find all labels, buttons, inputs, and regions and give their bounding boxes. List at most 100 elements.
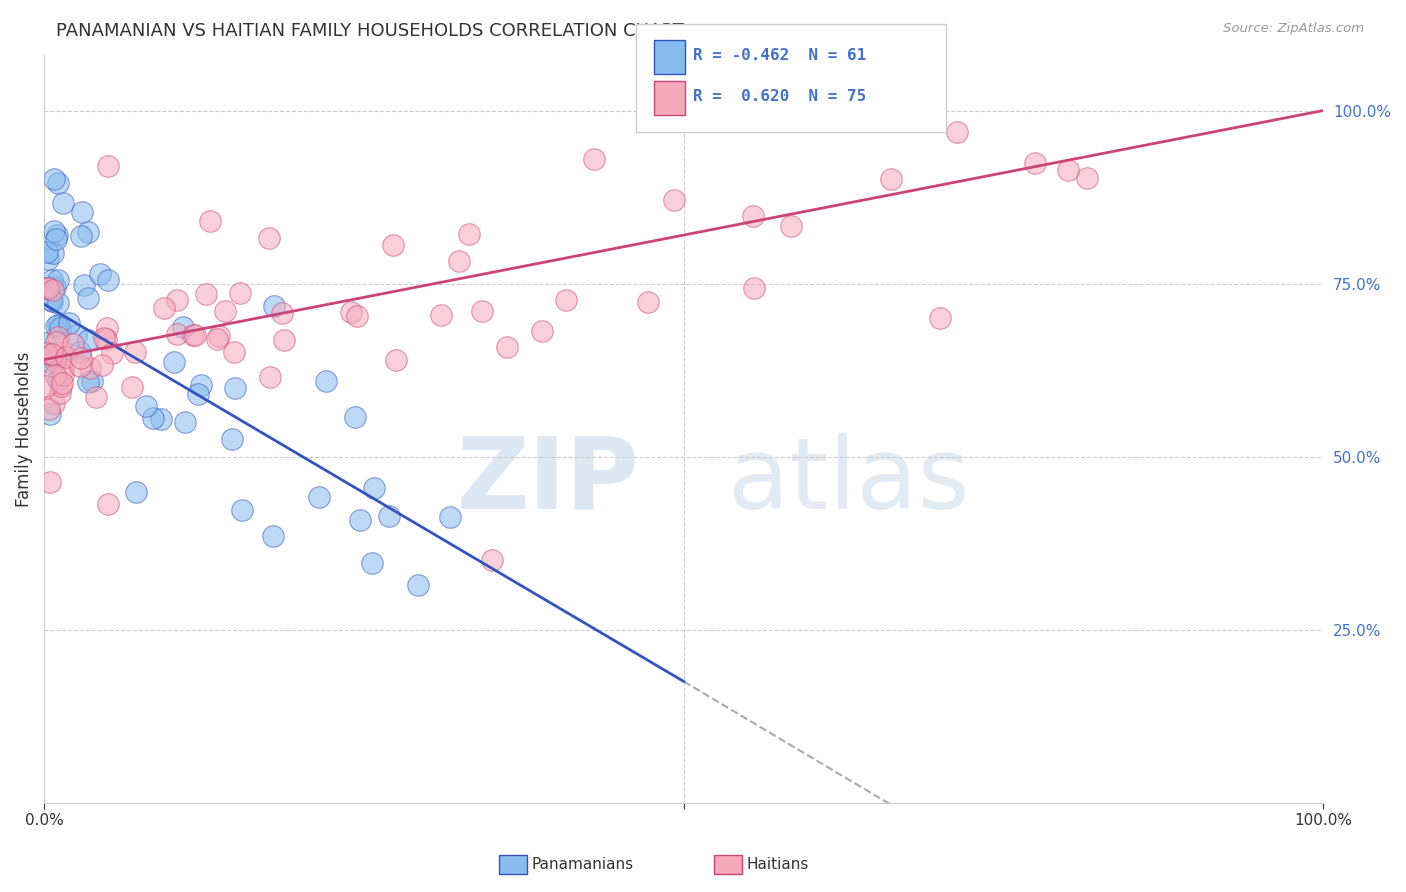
Point bbox=[228, 286, 250, 301]
Point bbox=[41, 294, 63, 309]
Point bbox=[42, 284, 65, 298]
Point bbox=[46, 373, 69, 387]
Point bbox=[37, 281, 59, 295]
Point bbox=[52, 362, 75, 376]
Point bbox=[90, 358, 112, 372]
Point bbox=[45, 319, 67, 334]
Point bbox=[79, 361, 101, 376]
Text: R =  0.620  N = 75: R = 0.620 N = 75 bbox=[693, 89, 866, 103]
Point bbox=[447, 254, 470, 268]
Point bbox=[270, 306, 292, 320]
Point bbox=[662, 194, 685, 208]
Text: Panamanians: Panamanians bbox=[531, 857, 634, 871]
Point bbox=[741, 209, 763, 223]
Point bbox=[96, 321, 118, 335]
Text: ZIP: ZIP bbox=[456, 433, 638, 530]
Point bbox=[879, 172, 901, 186]
Point bbox=[205, 332, 228, 346]
Text: Haitians: Haitians bbox=[747, 857, 808, 871]
Point bbox=[80, 375, 103, 389]
Point bbox=[94, 332, 117, 346]
Point bbox=[194, 287, 217, 301]
Point bbox=[496, 340, 519, 354]
Point bbox=[97, 273, 120, 287]
Point bbox=[172, 320, 194, 334]
Point bbox=[38, 475, 60, 490]
Point bbox=[344, 409, 367, 424]
Point bbox=[163, 354, 186, 368]
Point bbox=[46, 296, 69, 310]
Point bbox=[439, 509, 461, 524]
Point bbox=[150, 411, 173, 425]
Point bbox=[121, 380, 143, 394]
Point bbox=[406, 578, 429, 592]
Point bbox=[45, 335, 67, 350]
Point bbox=[44, 354, 66, 368]
Point bbox=[1057, 162, 1080, 177]
Point bbox=[214, 304, 236, 318]
Point bbox=[89, 267, 111, 281]
Point bbox=[166, 293, 188, 308]
Point bbox=[340, 304, 363, 318]
Point bbox=[35, 379, 58, 393]
Point bbox=[142, 411, 165, 425]
Point bbox=[44, 224, 66, 238]
Point bbox=[457, 227, 479, 241]
Point bbox=[77, 225, 100, 239]
Point bbox=[44, 172, 66, 186]
Point bbox=[221, 432, 243, 446]
Point bbox=[1024, 156, 1046, 170]
Point bbox=[481, 553, 503, 567]
Point bbox=[779, 219, 801, 234]
Point bbox=[38, 402, 60, 417]
Point bbox=[742, 281, 765, 295]
Point bbox=[41, 348, 63, 362]
Point bbox=[259, 369, 281, 384]
Point bbox=[42, 245, 65, 260]
Point bbox=[69, 359, 91, 373]
Text: Source: ZipAtlas.com: Source: ZipAtlas.com bbox=[1223, 22, 1364, 36]
Point bbox=[84, 390, 107, 404]
Point bbox=[308, 490, 330, 504]
Point bbox=[46, 227, 69, 242]
Point bbox=[37, 252, 59, 266]
Point bbox=[231, 502, 253, 516]
Point bbox=[184, 327, 207, 342]
Point bbox=[77, 333, 100, 347]
Point bbox=[384, 352, 406, 367]
Point bbox=[153, 301, 176, 316]
Point bbox=[37, 281, 59, 295]
Point bbox=[52, 196, 75, 211]
Point bbox=[208, 328, 231, 343]
Point bbox=[166, 327, 188, 342]
Point bbox=[69, 344, 91, 359]
Point bbox=[45, 232, 67, 246]
Text: PANAMANIAN VS HAITIAN FAMILY HOUSEHOLDS CORRELATION CHART: PANAMANIAN VS HAITIAN FAMILY HOUSEHOLDS … bbox=[56, 22, 685, 40]
Point bbox=[46, 350, 69, 364]
Point bbox=[97, 159, 120, 173]
Point bbox=[51, 345, 73, 359]
Point bbox=[41, 348, 63, 362]
Point bbox=[34, 345, 56, 359]
Point bbox=[51, 376, 73, 390]
Point bbox=[46, 330, 69, 344]
Point bbox=[65, 327, 87, 342]
Point bbox=[48, 385, 70, 400]
Text: R = -0.462  N = 61: R = -0.462 N = 61 bbox=[693, 48, 866, 62]
Point bbox=[174, 415, 197, 429]
Y-axis label: Family Households: Family Households bbox=[15, 351, 32, 507]
Point bbox=[49, 379, 72, 393]
Point bbox=[349, 513, 371, 527]
Point bbox=[38, 407, 60, 421]
Point bbox=[224, 381, 246, 395]
Point bbox=[41, 356, 63, 370]
Point bbox=[37, 281, 59, 295]
Point bbox=[637, 294, 659, 309]
Point bbox=[315, 374, 337, 388]
Point bbox=[263, 299, 285, 313]
Point bbox=[190, 378, 212, 392]
Point bbox=[378, 509, 401, 524]
Text: atlas: atlas bbox=[728, 433, 970, 530]
Point bbox=[70, 229, 93, 244]
Point bbox=[73, 277, 96, 292]
